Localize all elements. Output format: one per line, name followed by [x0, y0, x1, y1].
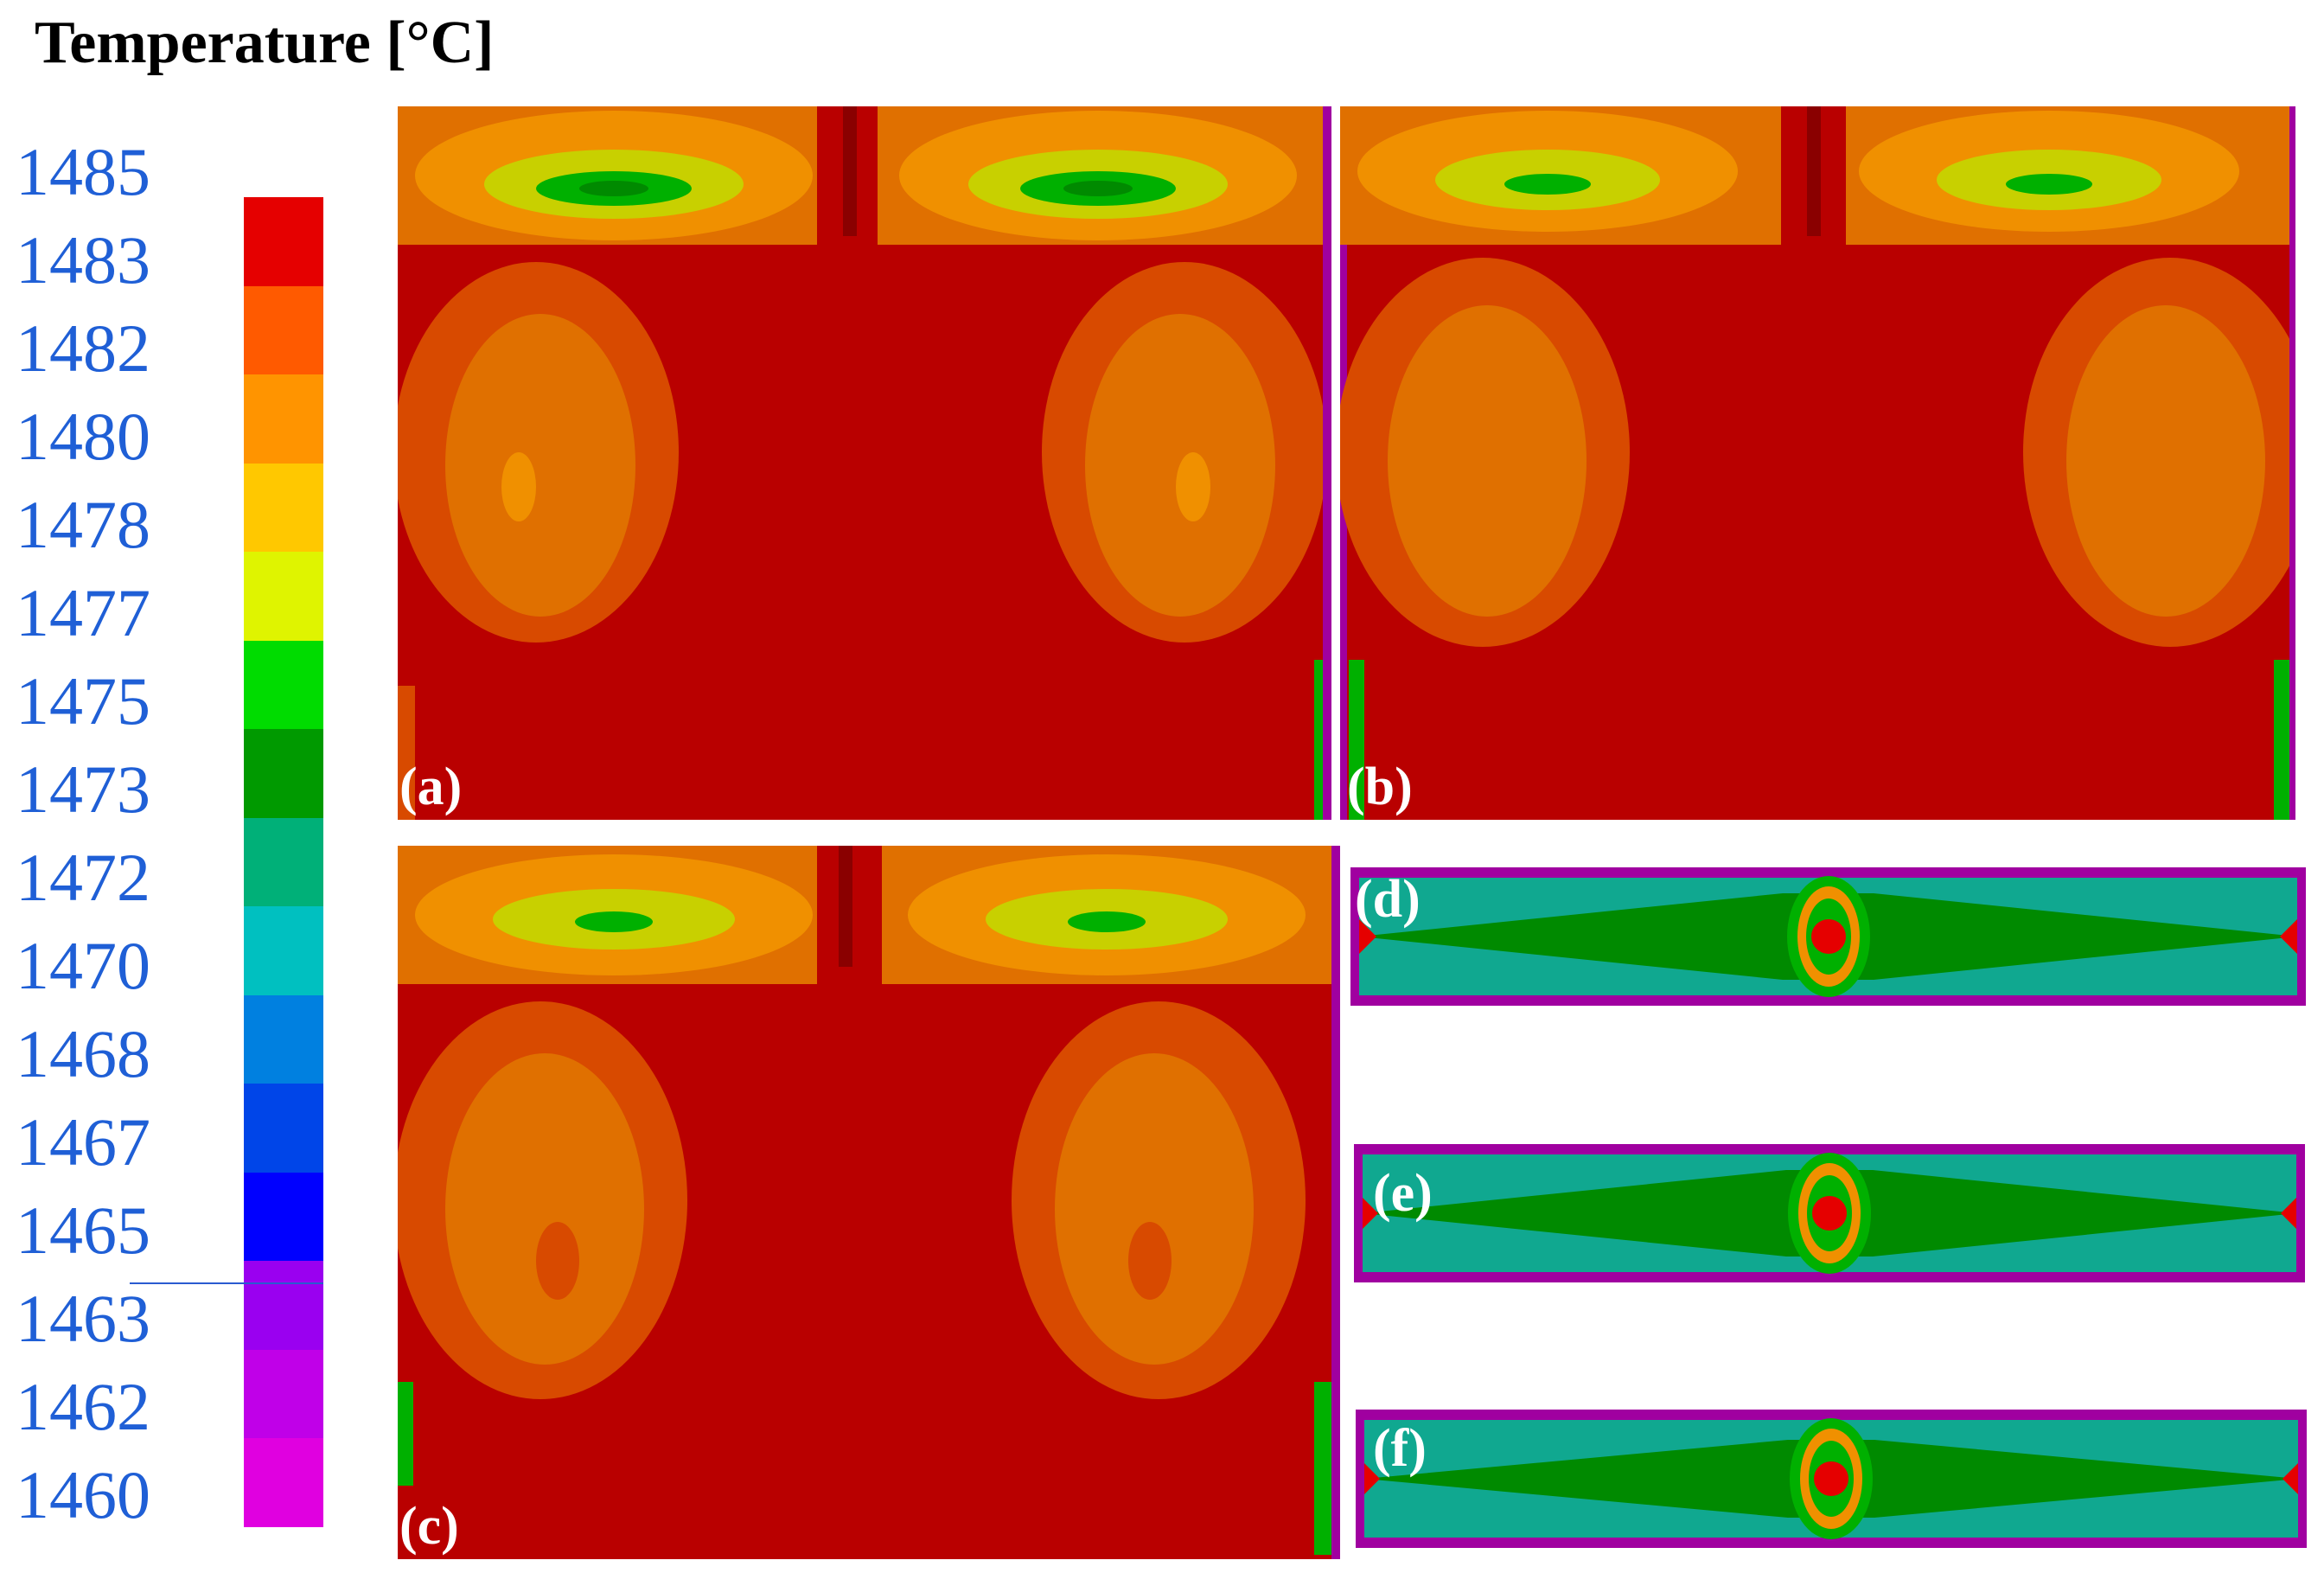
legend-label-5: 1477 [16, 575, 150, 650]
legend-label-2: 1482 [16, 310, 150, 386]
colorbar-segment [244, 1438, 323, 1527]
legend-label-0: 1485 [16, 134, 150, 209]
colorbar-segment [244, 552, 323, 641]
panel-label-a: (a) [399, 758, 463, 816]
colorbar-segment [244, 463, 323, 552]
panel-e-contour [1354, 1144, 2305, 1282]
colorbar-segment [244, 640, 323, 729]
legend-label-11: 1467 [16, 1104, 150, 1180]
legend-label-13: 1463 [16, 1281, 150, 1356]
legend-label-9: 1470 [16, 928, 150, 1003]
panel-label-c: (c) [399, 1497, 459, 1556]
panel-e: (e) [1354, 1144, 2305, 1282]
colorbar-segment [244, 1084, 323, 1173]
colorbar-segment [244, 994, 323, 1084]
colorbar-segment [244, 197, 323, 286]
panel-b-contour [1340, 106, 2295, 820]
colorbar-segment [244, 729, 323, 818]
legend-label-10: 1468 [16, 1016, 150, 1091]
panel-f-contour [1356, 1410, 2307, 1548]
panel-b: (b) [1340, 106, 2295, 820]
panel-c-contour [398, 846, 1340, 1559]
colorbar-segment [244, 817, 323, 906]
colorbar-segment [244, 1172, 323, 1261]
colorbar-marker-line [130, 1282, 323, 1284]
colorbar-segment [244, 1349, 323, 1438]
panel-d-contour [1350, 867, 2306, 1006]
colorbar-segment [244, 906, 323, 995]
panel-f: (f) [1356, 1410, 2307, 1548]
colorbar-segment [244, 1261, 323, 1350]
chart-title: Temperature [°C] [35, 10, 495, 76]
panel-label-f: (f) [1373, 1419, 1427, 1478]
legend-label-12: 1465 [16, 1193, 150, 1268]
colorbar-segment [244, 285, 323, 374]
legend-label-8: 1472 [16, 840, 150, 915]
legend-label-14: 1462 [16, 1369, 150, 1444]
panel-label-b: (b) [1347, 758, 1413, 816]
panel-label-d: (d) [1355, 870, 1421, 929]
legend-label-15: 1460 [16, 1457, 150, 1532]
panel-a-contour [398, 106, 1331, 820]
legend-label-4: 1478 [16, 487, 150, 562]
legend-label-3: 1480 [16, 399, 150, 474]
legend-label-7: 1473 [16, 751, 150, 827]
legend-label-1: 1483 [16, 222, 150, 297]
legend-label-6: 1475 [16, 663, 150, 739]
colorbar [244, 197, 323, 1527]
panel-c: (c) [398, 846, 1340, 1559]
panel-label-e: (e) [1373, 1164, 1433, 1223]
colorbar-segment [244, 374, 323, 464]
panel-d: (d) [1350, 867, 2306, 1006]
panel-a: (a) [398, 106, 1331, 820]
